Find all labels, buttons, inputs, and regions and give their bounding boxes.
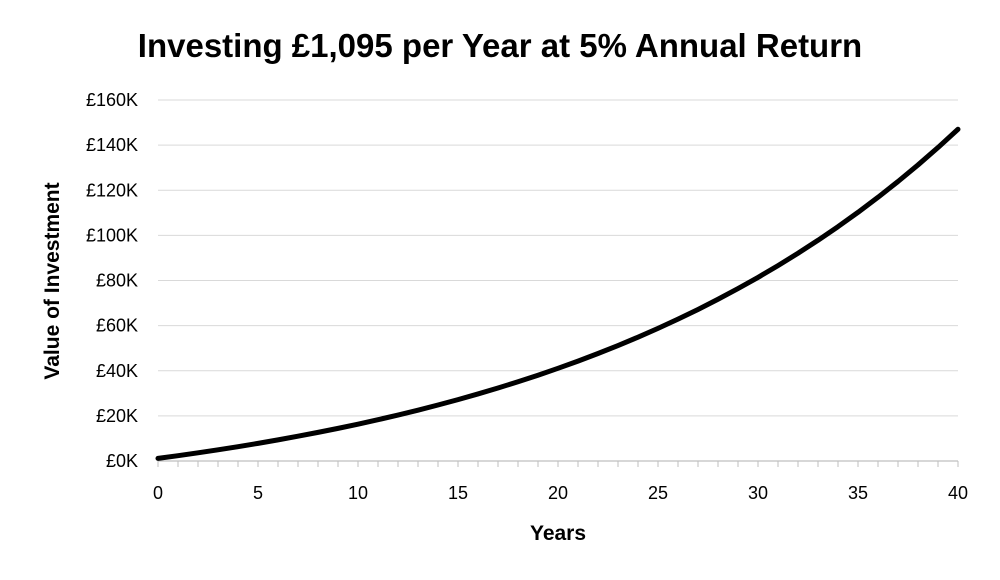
x-tick-label: 20 <box>548 483 568 503</box>
series-layer <box>155 126 961 461</box>
x-tick-label: 30 <box>748 483 768 503</box>
y-tick-label: £140K <box>86 135 138 155</box>
x-axis-label: Years <box>530 522 586 545</box>
y-tick-label: £0K <box>106 451 138 471</box>
x-tick-label: 25 <box>648 483 668 503</box>
y-tick-label: £20K <box>96 406 138 426</box>
x-tick-label: 40 <box>948 483 968 503</box>
y-tick-label: £80K <box>96 271 138 291</box>
series-line <box>155 126 961 461</box>
x-tick-label: 15 <box>448 483 468 503</box>
axes <box>157 460 959 467</box>
y-tick-label: £40K <box>96 361 138 381</box>
gridlines <box>158 99 958 417</box>
y-axis-label: Value of Investment <box>41 182 64 379</box>
y-tick-labels: £0K £20K £40K £60K £80K £100K £120K £140K £160K <box>86 90 138 471</box>
y-tick-label: £120K <box>86 180 138 200</box>
y-tick-label: £60K <box>96 316 138 336</box>
x-tick-label: 0 <box>153 483 163 503</box>
x-tick-label: 35 <box>848 483 868 503</box>
x-tick-label: 10 <box>348 483 368 503</box>
chart-title: Investing £1,095 per Year at 5% Annual R… <box>138 27 862 64</box>
x-tick-label: 5 <box>253 483 263 503</box>
y-tick-label: £160K <box>86 90 138 110</box>
x-tick-labels: 0 5 10 15 20 25 30 35 40 <box>153 483 968 503</box>
y-tick-label: £100K <box>86 225 138 245</box>
